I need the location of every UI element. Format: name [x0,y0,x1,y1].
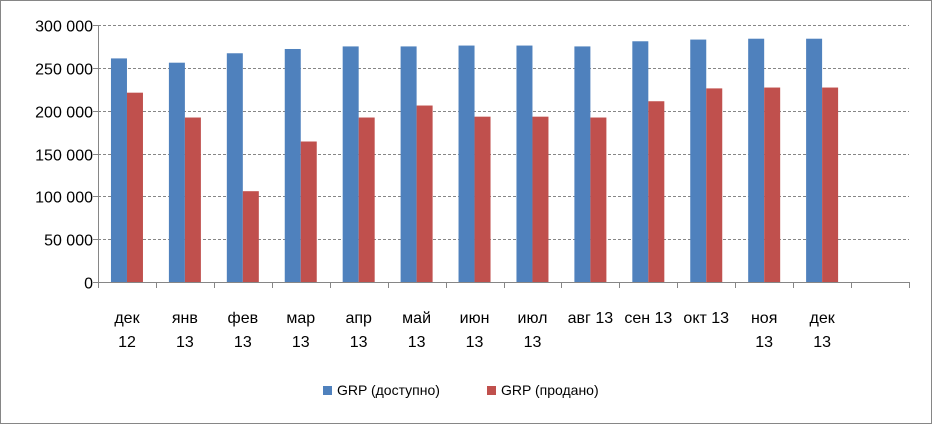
bar-sold [532,116,549,282]
x-tick-label: фев 13 [228,310,259,351]
x-tick-label: дек 12 [114,310,140,351]
x-tick-label-line: 13 [813,334,831,351]
x-tick-label-line: дек [114,310,140,327]
x-tick-label-line: сен 13 [624,310,672,327]
y-tick-label: 100 000 [35,190,93,207]
x-tick-label-line: май [402,310,431,327]
x-tick-label-line: дек [809,310,835,327]
bar-available [226,53,243,282]
axes [93,25,910,288]
x-tick-label: июн 13 [460,310,490,351]
legend-label: GRP (доступно) [337,382,440,398]
bar-available [690,39,707,283]
y-tick-label: 250 000 [35,62,93,79]
bar-sold [822,87,839,282]
bar-available [110,58,127,282]
x-tick-label-line: фев [228,310,259,327]
bar-available [284,48,301,283]
x-tick-label: авг 13 [568,310,614,327]
bars [110,38,839,283]
bar-available [806,38,823,282]
x-tick-label-line: июн [460,310,490,327]
bar-available [632,41,649,282]
x-tick-label: апр 13 [345,310,372,351]
bar-sold [474,116,491,282]
x-tick-label: сен 13 [624,310,672,327]
y-tick-label: 200 000 [35,105,93,122]
x-tick-label: июл 13 [518,310,548,351]
x-tick-label-line: 13 [350,334,368,351]
bar-available [400,46,417,282]
legend-swatch [323,386,332,395]
x-tick-label: дек 13 [809,310,835,351]
x-tick-label-line: 13 [234,334,252,351]
x-tick-label: мар 13 [286,310,315,351]
x-tick-label-line: окт 13 [683,310,729,327]
bar-sold [242,191,259,282]
x-tick-label: ноя 13 [751,310,777,351]
x-tick-label: май 13 [402,310,431,351]
bar-sold [416,105,433,282]
bar-sold [648,101,665,282]
x-tick-label-line: 13 [524,334,542,351]
bar-sold [184,117,201,283]
legend-swatch [487,386,496,395]
gridlines [98,25,909,240]
x-tick-label-line: июл [518,310,548,327]
bar-sold [300,141,317,282]
bar-available [748,38,765,282]
bar-sold [126,92,143,282]
bar-sold [706,88,723,282]
bar-sold [358,117,375,283]
y-tick-label: 0 [84,276,93,293]
x-tick-label-line: янв [172,310,198,327]
x-tick-label-line: апр [345,310,372,327]
legend-label: GRP (продано) [501,382,599,398]
bar-available [342,46,359,282]
x-tick-label: янв 13 [172,310,198,351]
x-tick-label-line: 12 [118,334,136,351]
bar-available [168,62,185,283]
y-tick-label: 50 000 [44,233,93,250]
x-tick-label-line: 13 [408,334,426,351]
legend: GRP (доступно) GRP (продано) [323,382,599,398]
bar-available [458,45,475,283]
x-tick-label-line: 13 [176,334,194,351]
x-tick-label: окт 13 [683,310,729,327]
x-tick-labels: дек 12 янв 13 фев 13 мар 13 апр 13 май 13 июн 13 июл 13… [114,310,835,351]
bar-sold [590,117,607,283]
y-tick-label: 300 000 [35,19,93,36]
x-tick-label-line: мар [286,310,315,327]
y-tick-labels: 0 50 000 100 000 150 000 200 000 250 000 300 0… [35,19,93,293]
bar-sold [764,87,781,282]
y-tick-label: 150 000 [35,148,93,165]
bar-available [574,46,591,282]
x-tick-label-line: ноя [751,310,777,327]
x-tick-label-line: авг 13 [568,310,614,327]
bar-available [516,45,533,283]
x-tick-label-line: 13 [755,334,773,351]
x-tick-label-line: 13 [292,334,310,351]
x-tick-label-line: 13 [466,334,484,351]
